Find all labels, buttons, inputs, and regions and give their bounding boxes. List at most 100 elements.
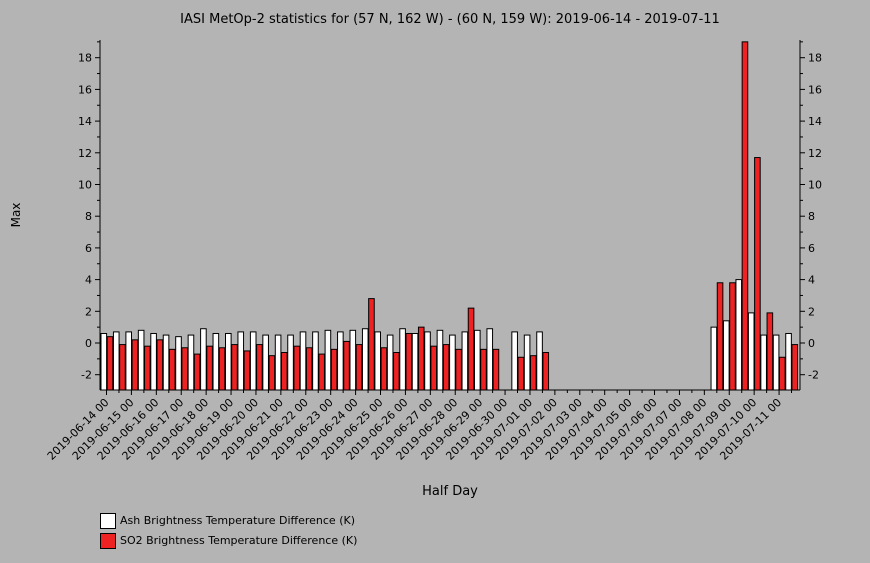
ash-bar bbox=[474, 329, 481, 391]
ash-bar bbox=[436, 329, 444, 391]
ash-bar bbox=[772, 334, 780, 391]
y-tick-label-left: 2 bbox=[85, 305, 92, 318]
y-tick-label-right: 8 bbox=[808, 210, 815, 223]
y-tick-label-right: 18 bbox=[808, 52, 822, 65]
ash-bar bbox=[175, 336, 182, 391]
ash-bar bbox=[536, 331, 543, 391]
so2-bar bbox=[256, 344, 263, 391]
ash-bar bbox=[523, 334, 531, 391]
ash-bar bbox=[710, 326, 718, 391]
y-tick-label-right: 4 bbox=[808, 274, 815, 287]
ash-bar bbox=[324, 329, 332, 391]
so2-bar bbox=[467, 307, 475, 391]
y-tick-label-left: 18 bbox=[78, 52, 92, 65]
so2-bar bbox=[305, 347, 313, 391]
so2-bar bbox=[318, 353, 325, 391]
so2-bar bbox=[492, 348, 500, 391]
ash-bar bbox=[486, 328, 494, 391]
so2-bar bbox=[455, 348, 462, 391]
ash-bar bbox=[150, 332, 157, 391]
so2-bar bbox=[754, 157, 761, 391]
so2-bar bbox=[430, 345, 437, 391]
ash-bar bbox=[785, 332, 792, 391]
y-tick-label-left: 16 bbox=[78, 83, 92, 96]
so2-bar bbox=[343, 340, 350, 391]
y-tick-label-left: 8 bbox=[85, 210, 92, 223]
ash-bar bbox=[112, 331, 120, 391]
chart-title: IASI MetOp-2 statistics for (57 N, 162 W… bbox=[180, 12, 720, 27]
legend-label-so2: SO2 Brightness Temperature Difference (K… bbox=[120, 534, 358, 547]
y-tick-label-right: 0 bbox=[808, 337, 815, 350]
ash-bar bbox=[287, 334, 294, 391]
y-tick-label-left: -2 bbox=[81, 369, 92, 382]
so2-bar bbox=[791, 344, 799, 391]
so2-bar bbox=[542, 352, 550, 391]
y-tick-label-right: 10 bbox=[808, 179, 822, 192]
so2-bar bbox=[168, 348, 176, 391]
so2-bar bbox=[181, 347, 188, 391]
y-tick-label-left: 4 bbox=[85, 274, 92, 287]
so2-bar bbox=[355, 344, 363, 391]
ash-bar bbox=[511, 331, 518, 391]
ash-bar bbox=[760, 334, 767, 391]
ash-bar bbox=[386, 334, 394, 391]
so2-bar bbox=[779, 356, 786, 391]
y-tick-label-left: 12 bbox=[78, 147, 92, 160]
y-tick-label-left: 6 bbox=[85, 242, 92, 255]
ash-bar bbox=[274, 334, 282, 391]
so2-bar bbox=[417, 326, 425, 391]
ash-bar bbox=[349, 329, 357, 391]
ash-bar bbox=[249, 331, 257, 391]
so2-bar bbox=[231, 344, 238, 391]
ash-bar bbox=[299, 331, 307, 391]
ash-bar bbox=[411, 332, 419, 391]
so2-bar bbox=[517, 356, 525, 391]
so2-bar bbox=[405, 332, 413, 391]
so2-bar bbox=[716, 282, 724, 391]
legend-swatch-so2 bbox=[100, 533, 116, 549]
legend-label-ash: Ash Brightness Temperature Difference (K… bbox=[120, 514, 355, 527]
so2-bar bbox=[766, 312, 774, 391]
so2-bar bbox=[380, 347, 388, 391]
so2-bar bbox=[193, 353, 201, 391]
ash-bar bbox=[449, 334, 456, 391]
so2-bar bbox=[480, 348, 487, 391]
y-tick-label-right: 6 bbox=[808, 242, 815, 255]
y-tick-label-right: 16 bbox=[808, 83, 822, 96]
y-tick-label-left: 0 bbox=[85, 337, 92, 350]
bars-group bbox=[100, 41, 799, 391]
ash-bar bbox=[225, 332, 232, 391]
ash-bar bbox=[735, 279, 743, 391]
so2-bar bbox=[206, 345, 213, 391]
so2-bar bbox=[741, 41, 749, 391]
ash-bar bbox=[100, 332, 108, 391]
y-tick-label-right: -2 bbox=[808, 369, 819, 382]
y-axis-label: Max bbox=[9, 203, 23, 228]
ash-bar bbox=[200, 328, 207, 391]
ash-bar bbox=[747, 312, 755, 391]
ash-bar bbox=[237, 331, 245, 391]
ash-bar bbox=[125, 331, 133, 391]
ash-bar bbox=[461, 331, 469, 391]
legend-swatch-ash bbox=[100, 513, 116, 529]
y-tick-label-left: 10 bbox=[78, 179, 92, 192]
so2-bar bbox=[144, 345, 151, 391]
y-tick-label-left: 14 bbox=[78, 115, 92, 128]
so2-bar bbox=[442, 344, 450, 391]
ash-bar bbox=[262, 334, 269, 391]
ash-bar bbox=[212, 332, 220, 391]
so2-bar bbox=[131, 339, 139, 391]
ash-bar bbox=[399, 328, 406, 391]
ash-bar bbox=[312, 331, 319, 391]
x-axis-label: Half Day bbox=[422, 484, 478, 499]
so2-bar bbox=[243, 350, 251, 391]
so2-bar bbox=[293, 345, 301, 391]
ash-bar bbox=[361, 328, 369, 391]
so2-bar bbox=[530, 355, 537, 391]
so2-bar bbox=[268, 355, 276, 391]
so2-bar bbox=[729, 282, 736, 391]
so2-bar bbox=[106, 336, 114, 391]
ash-bar bbox=[187, 334, 195, 391]
